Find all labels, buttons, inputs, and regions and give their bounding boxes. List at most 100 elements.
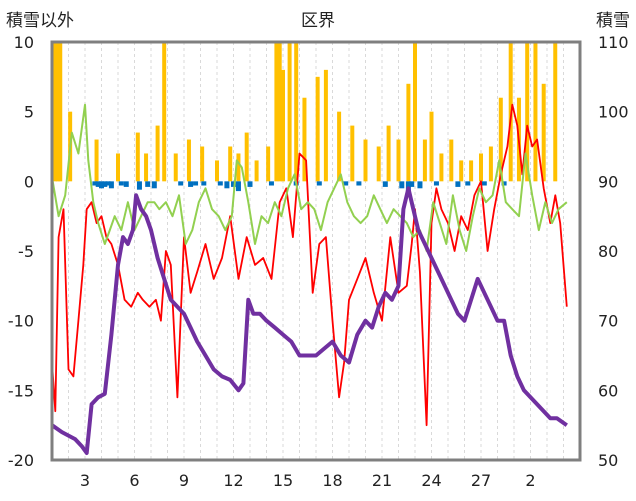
sunshine-bar [135, 132, 140, 182]
sunshine-bar [439, 153, 444, 182]
y-left-tick-label: 0 [24, 172, 34, 191]
precip-bar [433, 181, 439, 186]
sunshine-bar [277, 42, 282, 182]
precip-bar [188, 181, 194, 187]
sunshine-bar [55, 42, 60, 182]
y-right-tick-label: 100 [598, 103, 629, 122]
sunshine-bar [533, 42, 538, 182]
sunshine-bar [553, 42, 558, 182]
chart-title: 区界 [301, 11, 335, 31]
sunshine-bar [58, 42, 63, 182]
sunshine-bar [386, 125, 391, 182]
sunshine-bar [376, 146, 381, 182]
precip-bar [409, 181, 415, 187]
precip-bar [455, 181, 461, 187]
y-left-tick-label: -20 [8, 451, 34, 470]
temp-max-line [51, 103, 568, 252]
sunshine-bar [294, 42, 299, 182]
precip-bar [343, 181, 349, 186]
y-left-tick-label: 10 [14, 33, 34, 52]
precip-bar [145, 181, 151, 187]
sunshine-bar [498, 97, 503, 182]
bars [53, 42, 558, 192]
sunshine-bar [469, 160, 474, 182]
precip-bar [151, 181, 157, 189]
precip-bar [99, 181, 104, 189]
x-tick-label: 21 [372, 471, 392, 490]
sunshine-bar [162, 42, 167, 182]
precip-bar [201, 181, 207, 186]
precip-bar [235, 181, 241, 192]
sunshine-bar [266, 146, 271, 182]
sunshine-bar [186, 139, 191, 182]
sunshine-bar [173, 153, 178, 182]
sunshine-bar [116, 153, 120, 182]
sunshine-bar [53, 42, 58, 182]
x-tick-label: 15 [273, 471, 293, 490]
sunshine-bar [236, 153, 241, 182]
sunshine-bar [274, 42, 279, 182]
precip-bar [501, 181, 507, 186]
sunshine-bar [363, 139, 368, 182]
precip-bar [193, 181, 199, 186]
precip-bar [102, 181, 108, 187]
x-tick-label: 3 [80, 471, 90, 490]
x-tick-label: 12 [223, 471, 243, 490]
precip-bar [405, 181, 411, 192]
precip-bar [481, 181, 487, 186]
y-right-tick-label: 60 [598, 381, 618, 400]
precip-bar [247, 181, 253, 187]
precip-bar [417, 181, 423, 189]
sunshine-bar [479, 153, 483, 182]
precip-bar [118, 181, 124, 186]
precip-bar [123, 181, 129, 187]
precip-bar [316, 181, 322, 186]
sunshine-bar [228, 146, 233, 182]
sunshine-bar [337, 111, 342, 182]
x-tick-label: 2 [525, 471, 535, 490]
sunshine-bar [215, 160, 219, 182]
precip-bar [231, 181, 236, 187]
y-left-tick-label: -5 [18, 242, 34, 261]
sunshine-bar [287, 42, 292, 182]
snow-depth-line [50, 186, 568, 455]
precip-bar [382, 181, 388, 187]
sunshine-bar [200, 146, 205, 182]
sunshine-bar [396, 139, 401, 182]
sunshine-bar [488, 146, 493, 182]
precip-bar [356, 181, 362, 186]
y-right-tick-label: 50 [598, 451, 618, 470]
x-tick-label: 6 [129, 471, 139, 490]
sunshine-bar [254, 160, 259, 182]
sunshine-bar [94, 139, 99, 182]
x-tick-label: 18 [322, 471, 342, 490]
sunshine-bar [449, 139, 454, 182]
sunshine-bar [302, 97, 307, 182]
plot-frame [50, 40, 582, 462]
y-left-tick-label: -15 [8, 381, 34, 400]
precip-bar [217, 181, 223, 186]
precip-bar [92, 181, 98, 186]
sunshine-bar [459, 160, 464, 182]
precip-bar [105, 181, 111, 186]
sunshine-bar [244, 132, 249, 182]
sunshine-bar [429, 111, 434, 182]
sunshine-bar [144, 153, 149, 182]
y-right-tick-label: 90 [598, 172, 618, 191]
sunshine-bar [155, 125, 160, 182]
x-tick-label: 27 [471, 471, 491, 490]
sunshine-bar [350, 125, 355, 182]
precip-bar [95, 181, 101, 187]
precip-bar [136, 181, 142, 190]
sunshine-bar [323, 69, 328, 182]
y-right-tick-label: 110 [598, 33, 629, 52]
precip-bar [399, 181, 405, 189]
sunshine-bar [406, 83, 411, 182]
x-tick-label: 24 [421, 471, 441, 490]
grid [68, 42, 564, 460]
x-tick-label: 9 [179, 471, 189, 490]
sunshine-bar [413, 42, 417, 182]
sunshine-bar [422, 139, 427, 182]
